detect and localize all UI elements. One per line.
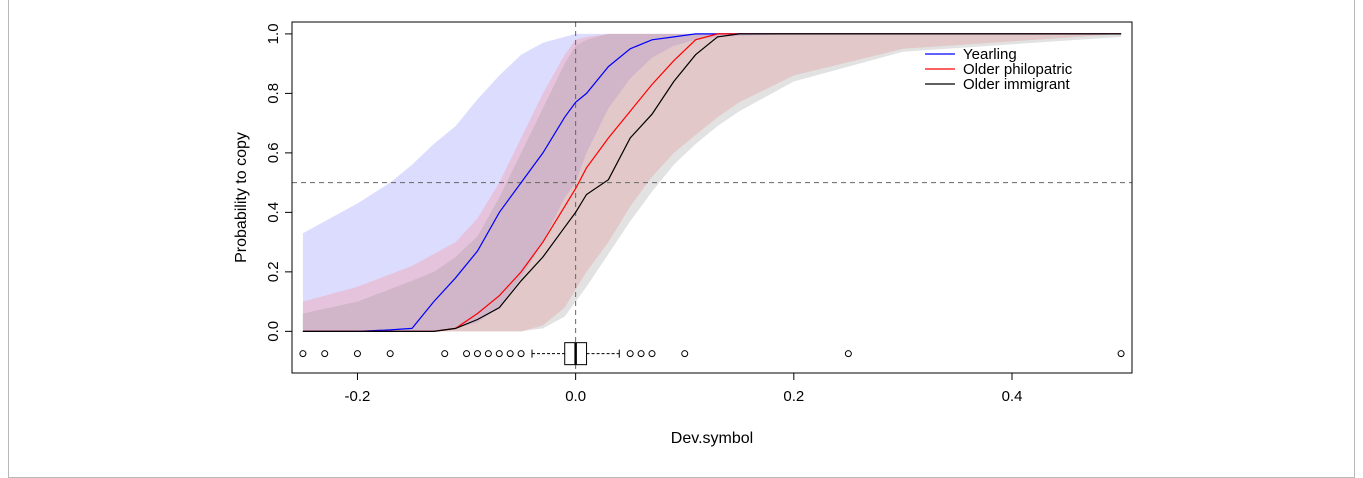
x-axis-title: Dev.symbol: [671, 430, 753, 447]
confidence-bands: [302, 33, 1122, 332]
boxplot-outlier: [441, 350, 449, 358]
y-tick-label: 0.0: [265, 321, 282, 342]
y-tick-label: 0.8: [265, 83, 282, 104]
y-tick-label: 0.6: [265, 142, 282, 163]
line-yearling: [302, 33, 1122, 332]
boxplot-outlier: [353, 350, 361, 358]
boxplot-outlier: [386, 350, 394, 358]
boxplot-outlier: [484, 350, 492, 358]
boxplot-outlier: [463, 350, 471, 358]
boxplot-outlier: [321, 350, 329, 358]
boxplot-outlier: [473, 350, 481, 358]
band-older-immigrant: [302, 33, 1122, 332]
band-older-philopatric: [302, 33, 1122, 332]
legend-label-older-immigrant: Older immigrant: [963, 76, 1071, 93]
boxplot-outlier: [1117, 350, 1125, 358]
y-tick-label: 1.0: [265, 23, 282, 44]
y-axis: 0.0 0.2 0.4 0.6 0.8 1.0: [265, 23, 292, 342]
legend-label-yearling: Yearling: [963, 46, 1017, 63]
boxplot-outlier: [844, 350, 852, 358]
x-axis: -0.2 0.0 0.2 0.4: [345, 373, 1023, 405]
x-tick-label: 0.4: [1002, 388, 1023, 405]
boxplot-outlier: [299, 350, 307, 358]
y-axis-title: Probability to copy: [233, 132, 250, 263]
boxplot-outlier: [517, 350, 525, 358]
plot-area-border: [291, 21, 1133, 374]
boxplot-outlier: [495, 350, 503, 358]
legend-label-older-philopatric: Older philopatric: [963, 61, 1073, 78]
x-tick-label: -0.2: [345, 388, 371, 405]
boxplot: [299, 342, 1125, 366]
x-tick-label: 0.2: [783, 388, 804, 405]
boxplot-outlier: [681, 350, 689, 358]
boxplot-outlier: [637, 350, 645, 358]
boxplot-outlier: [626, 350, 634, 358]
series-lines: [302, 33, 1122, 332]
band-yearling: [302, 33, 1122, 332]
line-older-immigrant: [302, 33, 1122, 332]
boxplot-outlier: [506, 350, 514, 358]
reference-lines: [292, 22, 1132, 373]
boxplot-outlier: [648, 350, 656, 358]
y-tick-label: 0.2: [265, 261, 282, 282]
y-tick-label: 0.4: [265, 202, 282, 223]
x-tick-label: 0.0: [565, 388, 586, 405]
